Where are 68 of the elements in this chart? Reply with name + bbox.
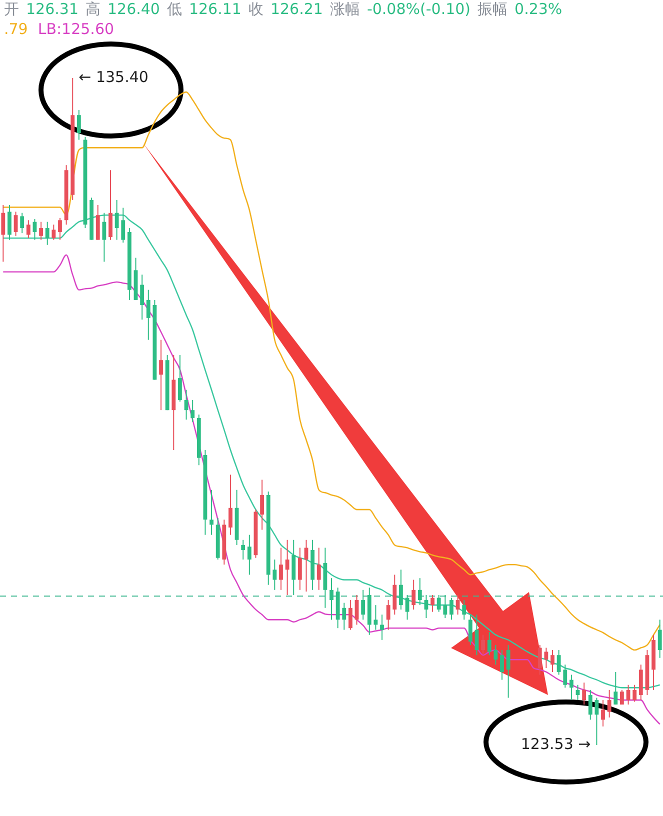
candlestick	[550, 650, 554, 672]
candlestick	[468, 614, 472, 646]
candlestick	[563, 664, 568, 688]
candlestick	[14, 211, 18, 236]
candlestick	[348, 600, 352, 630]
candlestick	[241, 539, 246, 560]
candlestick	[285, 539, 290, 596]
candlestick	[588, 689, 592, 720]
candlestick	[121, 207, 126, 244]
candlestick	[614, 671, 618, 706]
candlestick	[658, 619, 662, 658]
candlestick	[20, 212, 24, 234]
candlestick	[342, 602, 346, 630]
candlestick	[412, 579, 416, 610]
annotation: ← 135.40	[78, 68, 148, 86]
candlestick	[582, 682, 586, 706]
candlestick	[114, 199, 119, 240]
candlestick	[279, 547, 283, 590]
candlestick	[140, 274, 144, 320]
text: LB:125.60	[38, 20, 114, 38]
candlestick	[607, 689, 612, 718]
candlestick	[450, 597, 454, 620]
candlestick	[430, 594, 434, 612]
candlestick	[594, 697, 599, 746]
candlestick	[52, 224, 56, 240]
candlestick	[159, 339, 163, 411]
candlestick	[462, 600, 466, 620]
candlestick	[298, 547, 302, 590]
candlestick	[436, 594, 441, 612]
candlestick	[247, 534, 252, 576]
candlestick	[58, 217, 62, 240]
candlestick	[443, 594, 448, 619]
candlestick	[418, 578, 422, 606]
candlestick	[494, 644, 498, 666]
candlestick	[272, 559, 277, 590]
candlestick	[190, 399, 195, 422]
candlestick	[386, 600, 390, 630]
candlestick	[210, 489, 214, 536]
candlestick	[399, 569, 403, 610]
candlestick	[102, 212, 106, 262]
candlestick	[601, 700, 605, 727]
candlestick	[538, 644, 542, 676]
candlestick	[500, 650, 504, 680]
candlestick	[1, 204, 6, 262]
candlestick	[8, 204, 12, 240]
candlestick	[544, 647, 548, 669]
candlestick	[620, 689, 624, 706]
candlestick	[260, 479, 264, 530]
text: .79	[4, 20, 28, 38]
candlestick	[316, 547, 321, 590]
annotation: 123.53 →	[520, 734, 591, 753]
candlestick	[632, 684, 637, 702]
candlestick	[361, 589, 366, 620]
candlestick	[26, 220, 30, 239]
candlestick	[374, 604, 378, 630]
candlestick	[228, 474, 232, 536]
candlestick	[76, 110, 81, 140]
candlestick	[556, 650, 561, 676]
candlestick	[330, 578, 334, 620]
candlestick	[506, 644, 510, 698]
candlestick	[146, 289, 150, 340]
candlestick	[380, 614, 384, 640]
candlestick	[45, 221, 50, 246]
candlestick	[178, 354, 182, 402]
candlestick	[39, 221, 43, 240]
candlestick	[569, 674, 574, 701]
text: 开 126.31 高 126.40 低 126.11 收 126.21 涨幅 -0.08%(-0.10) 振幅 0.23%	[4, 0, 562, 18]
candlestick	[487, 632, 492, 656]
